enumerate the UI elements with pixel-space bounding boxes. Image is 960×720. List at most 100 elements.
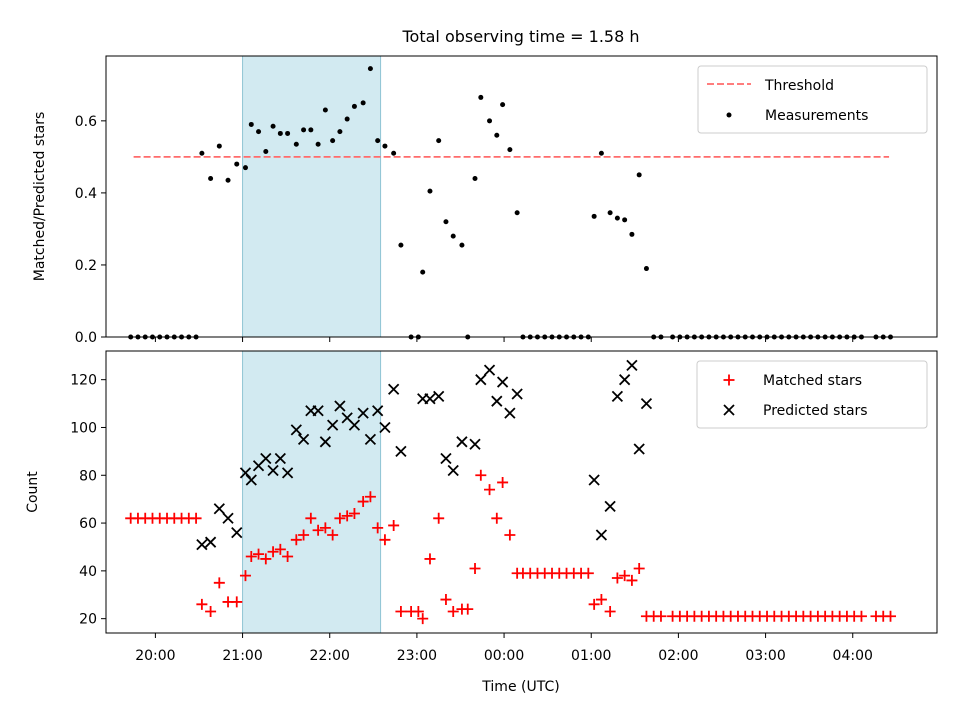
matched-star-point	[417, 613, 429, 625]
matched-star-point	[267, 546, 279, 558]
matched-star-point	[282, 551, 294, 563]
measurement-point	[225, 177, 231, 183]
matched-star-point	[372, 522, 384, 534]
matched-star-point	[388, 519, 400, 531]
measurement-point	[500, 102, 506, 108]
matched-star-point	[319, 522, 331, 534]
measurement-point	[367, 66, 373, 72]
measurement-point	[614, 215, 620, 221]
matched-star-point	[245, 551, 257, 563]
measurement-point	[351, 103, 357, 109]
measurement-point	[293, 141, 299, 147]
observing-span-bottom	[242, 350, 382, 634]
ratio-ticks: 0.0 0.2 0.4 0.6	[75, 114, 854, 346]
predicted-star-point	[319, 436, 332, 448]
measurement-point	[443, 219, 449, 225]
measurement-point	[607, 210, 613, 216]
measurement-point	[322, 107, 328, 113]
predicted-star-point	[440, 452, 452, 465]
matched-star-point	[196, 598, 208, 610]
measurement-point	[420, 269, 426, 275]
matched-star-point	[462, 603, 474, 615]
predicted-legend-swatch	[723, 404, 735, 416]
predicted-star-point	[348, 419, 361, 431]
measurement-point	[494, 132, 500, 138]
measurement-point	[263, 148, 269, 154]
matched-star-point	[312, 524, 324, 536]
measurement-point	[256, 129, 262, 135]
matched-star-point	[595, 594, 607, 606]
predicted-star-point	[379, 421, 391, 434]
predicted-star-point	[274, 452, 286, 465]
measurement-point	[285, 130, 291, 136]
predicted-star-point	[239, 467, 252, 479]
matched-star-point	[469, 562, 481, 574]
predicted-star-point	[204, 536, 217, 548]
measurement-point	[398, 242, 404, 248]
time-xtick-label: 22:00	[310, 648, 350, 664]
predicted-star-point	[504, 407, 516, 419]
time-xtick-label: 03:00	[745, 648, 785, 664]
predicted-star-point	[334, 400, 346, 412]
predicted-star-point	[312, 405, 324, 417]
measurement-point	[234, 161, 240, 167]
predicted-star-point	[357, 407, 369, 419]
measurement-point	[629, 231, 635, 237]
predicted-star-point	[364, 433, 377, 446]
count-ytick-label: 20	[79, 612, 97, 628]
predicted-star-point	[447, 464, 459, 477]
predicted-legend-label: Predicted stars	[763, 403, 868, 419]
count-y-axis-label: Count	[25, 471, 41, 513]
measurement-point	[270, 123, 276, 129]
matched-star-point	[190, 512, 202, 524]
ratio-legend-box	[697, 65, 928, 134]
matched-star-point	[582, 567, 594, 579]
matched-star-point	[611, 572, 623, 584]
measurement-point	[478, 94, 484, 100]
matched-star-point	[341, 510, 353, 522]
matched-star-point	[379, 534, 391, 546]
matched-legend-swatch	[723, 374, 735, 386]
count-ytick-label: 80	[79, 468, 97, 484]
ratio-plot-frame	[105, 55, 938, 338]
matched-star-point	[475, 469, 487, 481]
time-xtick-label: 21:00	[222, 648, 262, 664]
predicted-star-point	[231, 526, 243, 539]
matched-star-point	[433, 512, 445, 524]
time-xtick-label: 04:00	[833, 648, 873, 664]
matched-star-point	[497, 476, 509, 488]
matched-star-point	[504, 529, 516, 541]
matched-star-point	[205, 605, 217, 617]
count-legend-box	[696, 360, 928, 429]
matched-star-point	[412, 605, 424, 617]
matched-star-point	[633, 562, 645, 574]
measurement-point	[622, 217, 628, 223]
measurement-point	[450, 233, 456, 239]
matched-star-point	[357, 496, 369, 508]
measurement-point	[199, 150, 205, 156]
count-points	[125, 359, 897, 625]
measurement-point	[472, 175, 478, 181]
predicted-star-point	[388, 383, 400, 395]
predicted-star-point	[297, 433, 310, 446]
measurement-point	[436, 138, 442, 144]
measurement-point	[375, 138, 381, 144]
predicted-star-point	[456, 436, 468, 448]
predicted-star-point	[326, 419, 339, 431]
time-xtick-label: 20:00	[135, 648, 175, 664]
time-xtick-label: 02:00	[658, 648, 698, 664]
predicted-star-point	[395, 445, 407, 458]
matched-star-point	[885, 610, 897, 622]
measurement-point	[315, 141, 321, 147]
matched-star-point	[260, 553, 272, 565]
matched-star-point	[447, 605, 459, 617]
measurement-point	[507, 147, 513, 153]
count-ytick-label: 60	[79, 516, 97, 532]
measurement-point	[277, 130, 283, 136]
count-panel: 20 40 60 80 100 120 20:00 21:00 22:00 23:00 00:00 0…	[25, 350, 938, 695]
predicted-star-point	[491, 395, 503, 407]
matched-star-point	[424, 553, 436, 565]
measurement-point	[308, 127, 314, 133]
measurement-point	[591, 213, 597, 219]
